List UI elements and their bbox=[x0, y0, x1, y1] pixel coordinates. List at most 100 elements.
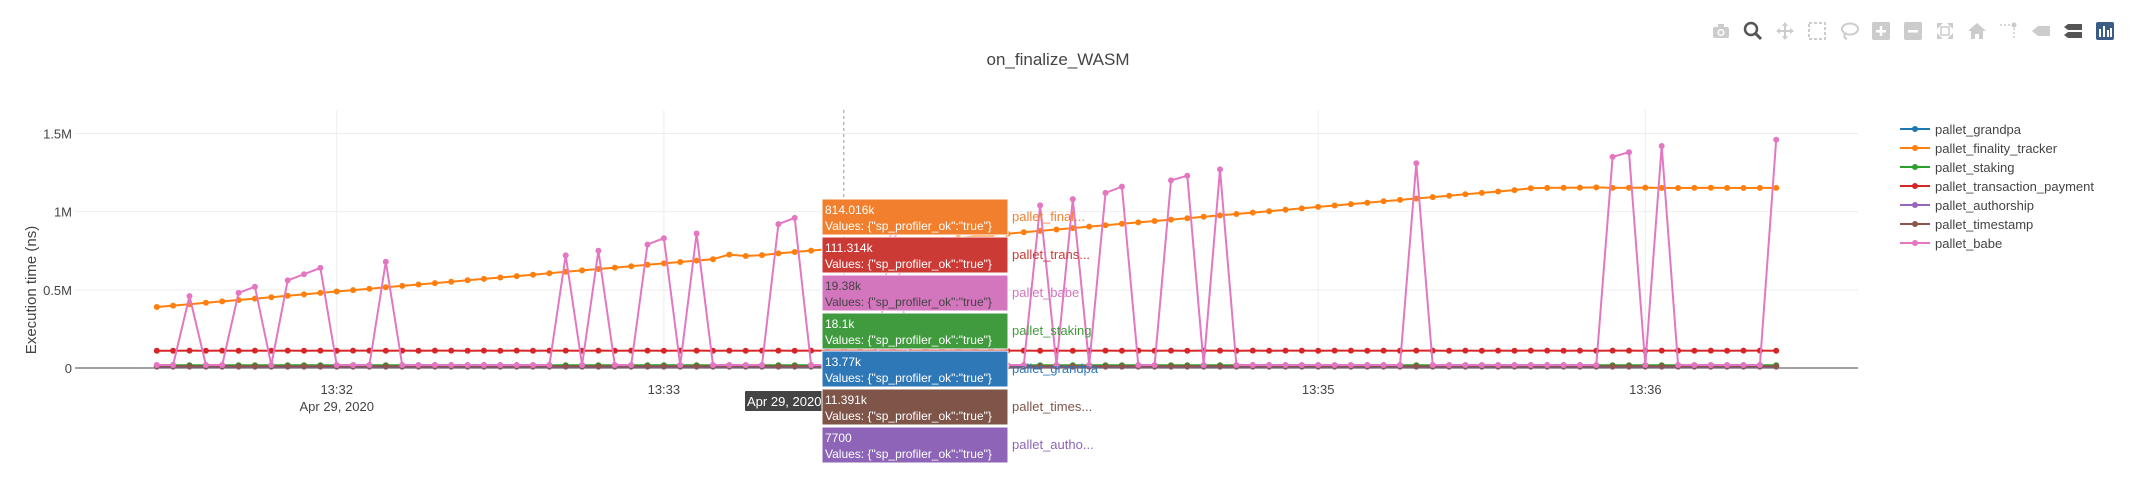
hover-item-detail: Values: {"sp_profiler_ok":"true"} bbox=[825, 447, 992, 461]
modebar[interactable] bbox=[1708, 18, 2118, 44]
data-point bbox=[1233, 362, 1240, 368]
data-point bbox=[1462, 347, 1469, 354]
data-point bbox=[170, 347, 177, 354]
data-point bbox=[1462, 191, 1469, 198]
legend-item-pallet_babe[interactable]: pallet_babe bbox=[1900, 236, 2002, 251]
legend-item-pallet_finality_tracker[interactable]: pallet_finality_tracker bbox=[1900, 141, 2058, 156]
hover-item: 18.1k Values: {"sp_profiler_ok":"true"} pa… bbox=[821, 312, 1092, 350]
data-point bbox=[775, 347, 782, 354]
data-point bbox=[317, 363, 324, 370]
hover-item-box bbox=[821, 274, 1009, 312]
hover-item-name: pallet_times... bbox=[1012, 399, 1092, 414]
data-point bbox=[268, 294, 275, 301]
data-point bbox=[431, 280, 438, 287]
data-point bbox=[1233, 211, 1240, 217]
hover-item-name: pallet_grandpa bbox=[1012, 361, 1099, 376]
data-point bbox=[1135, 219, 1142, 226]
data-point bbox=[1331, 202, 1338, 209]
data-point bbox=[235, 289, 242, 296]
hover-item-box bbox=[821, 426, 1009, 464]
zoom-button[interactable] bbox=[1740, 18, 1766, 44]
data-point bbox=[660, 235, 667, 242]
data-point bbox=[1478, 362, 1485, 368]
data-point bbox=[1053, 362, 1060, 368]
data-point bbox=[1118, 183, 1125, 190]
legend-item-pallet_transaction_payment[interactable]: pallet_transaction_payment bbox=[1900, 179, 2094, 194]
box-select-button[interactable] bbox=[1804, 18, 1830, 44]
hover-closest-button[interactable] bbox=[2028, 18, 2054, 44]
legend-item-pallet_staking[interactable]: pallet_staking bbox=[1900, 160, 2015, 175]
data-point bbox=[595, 363, 602, 370]
data-point bbox=[497, 347, 504, 354]
lasso-select-button[interactable] bbox=[1836, 18, 1862, 44]
data-point bbox=[513, 273, 520, 280]
legend-item-pallet_grandpa[interactable]: pallet_grandpa bbox=[1900, 122, 2022, 137]
data-point bbox=[1740, 347, 1747, 354]
legend-swatch-marker bbox=[1912, 183, 1918, 189]
data-point bbox=[1429, 362, 1436, 368]
hover-x-label-box bbox=[745, 391, 822, 411]
pan-button[interactable] bbox=[1772, 18, 1798, 44]
spike-lines-button[interactable] bbox=[1996, 18, 2022, 44]
data-point bbox=[415, 362, 422, 368]
data-point bbox=[1593, 184, 1600, 191]
data-point bbox=[1249, 347, 1256, 354]
data-point bbox=[1446, 347, 1453, 354]
data-point bbox=[464, 277, 471, 284]
data-point bbox=[350, 362, 357, 368]
data-point bbox=[1151, 362, 1158, 368]
data-point bbox=[1658, 143, 1665, 149]
y-tick-label: 0.5M bbox=[43, 283, 72, 298]
data-point bbox=[497, 274, 504, 281]
camera-button[interactable] bbox=[1708, 18, 1734, 44]
data-point bbox=[1217, 363, 1223, 370]
y-tick-label: 1M bbox=[54, 205, 72, 220]
legend-label: pallet_babe bbox=[1935, 236, 2002, 251]
hover-item-detail: Values: {"sp_profiler_ok":"true"} bbox=[825, 371, 992, 385]
legend-swatch-marker bbox=[1912, 240, 1918, 246]
data-point bbox=[186, 293, 193, 300]
data-point bbox=[1576, 362, 1583, 368]
data-point bbox=[1217, 166, 1223, 173]
data-point bbox=[791, 363, 798, 370]
data-point bbox=[644, 347, 651, 354]
data-point bbox=[251, 347, 258, 354]
zoom-out-button[interactable] bbox=[1900, 18, 1926, 44]
data-point bbox=[660, 260, 667, 267]
hover-item-value: 18.1k bbox=[825, 317, 855, 331]
zoom-in-button[interactable] bbox=[1868, 18, 1894, 44]
data-point bbox=[1773, 363, 1780, 370]
data-point bbox=[660, 347, 667, 354]
data-point bbox=[546, 270, 553, 277]
data-point bbox=[1691, 184, 1698, 191]
data-point bbox=[366, 285, 373, 292]
data-point bbox=[1707, 184, 1714, 191]
hover-compare-button[interactable] bbox=[2060, 18, 2086, 44]
data-point bbox=[1527, 185, 1534, 192]
data-point bbox=[268, 362, 275, 368]
legend[interactable]: pallet_grandpa pallet_finality_trackerpal… bbox=[1900, 122, 2094, 251]
reset-axes-button[interactable] bbox=[1964, 18, 1990, 44]
x-tick-label: 13:33 bbox=[648, 382, 681, 397]
data-point bbox=[1642, 362, 1649, 368]
data-point bbox=[1298, 205, 1305, 212]
legend-item-pallet_authorship[interactable]: pallet_authorship bbox=[1900, 198, 2034, 213]
data-point bbox=[1282, 362, 1289, 368]
data-point bbox=[742, 347, 749, 354]
autoscale-button[interactable] bbox=[1932, 18, 1958, 44]
legend-item-pallet_timestamp[interactable]: pallet_timestamp bbox=[1900, 217, 2033, 232]
plotly-logo-button[interactable] bbox=[2092, 18, 2118, 44]
hover-item-name: pallet_autho... bbox=[1012, 437, 1094, 452]
hover-item-value: 814.016k bbox=[825, 203, 875, 217]
data-point bbox=[1086, 362, 1093, 368]
data-point bbox=[1298, 347, 1305, 354]
data-point bbox=[382, 284, 389, 291]
data-point bbox=[808, 362, 815, 368]
data-point bbox=[1315, 362, 1322, 368]
data-point bbox=[1626, 184, 1632, 191]
data-point bbox=[219, 362, 226, 368]
data-point bbox=[202, 347, 209, 354]
data-point bbox=[562, 252, 569, 259]
data-point bbox=[513, 362, 520, 368]
data-point bbox=[530, 347, 536, 354]
